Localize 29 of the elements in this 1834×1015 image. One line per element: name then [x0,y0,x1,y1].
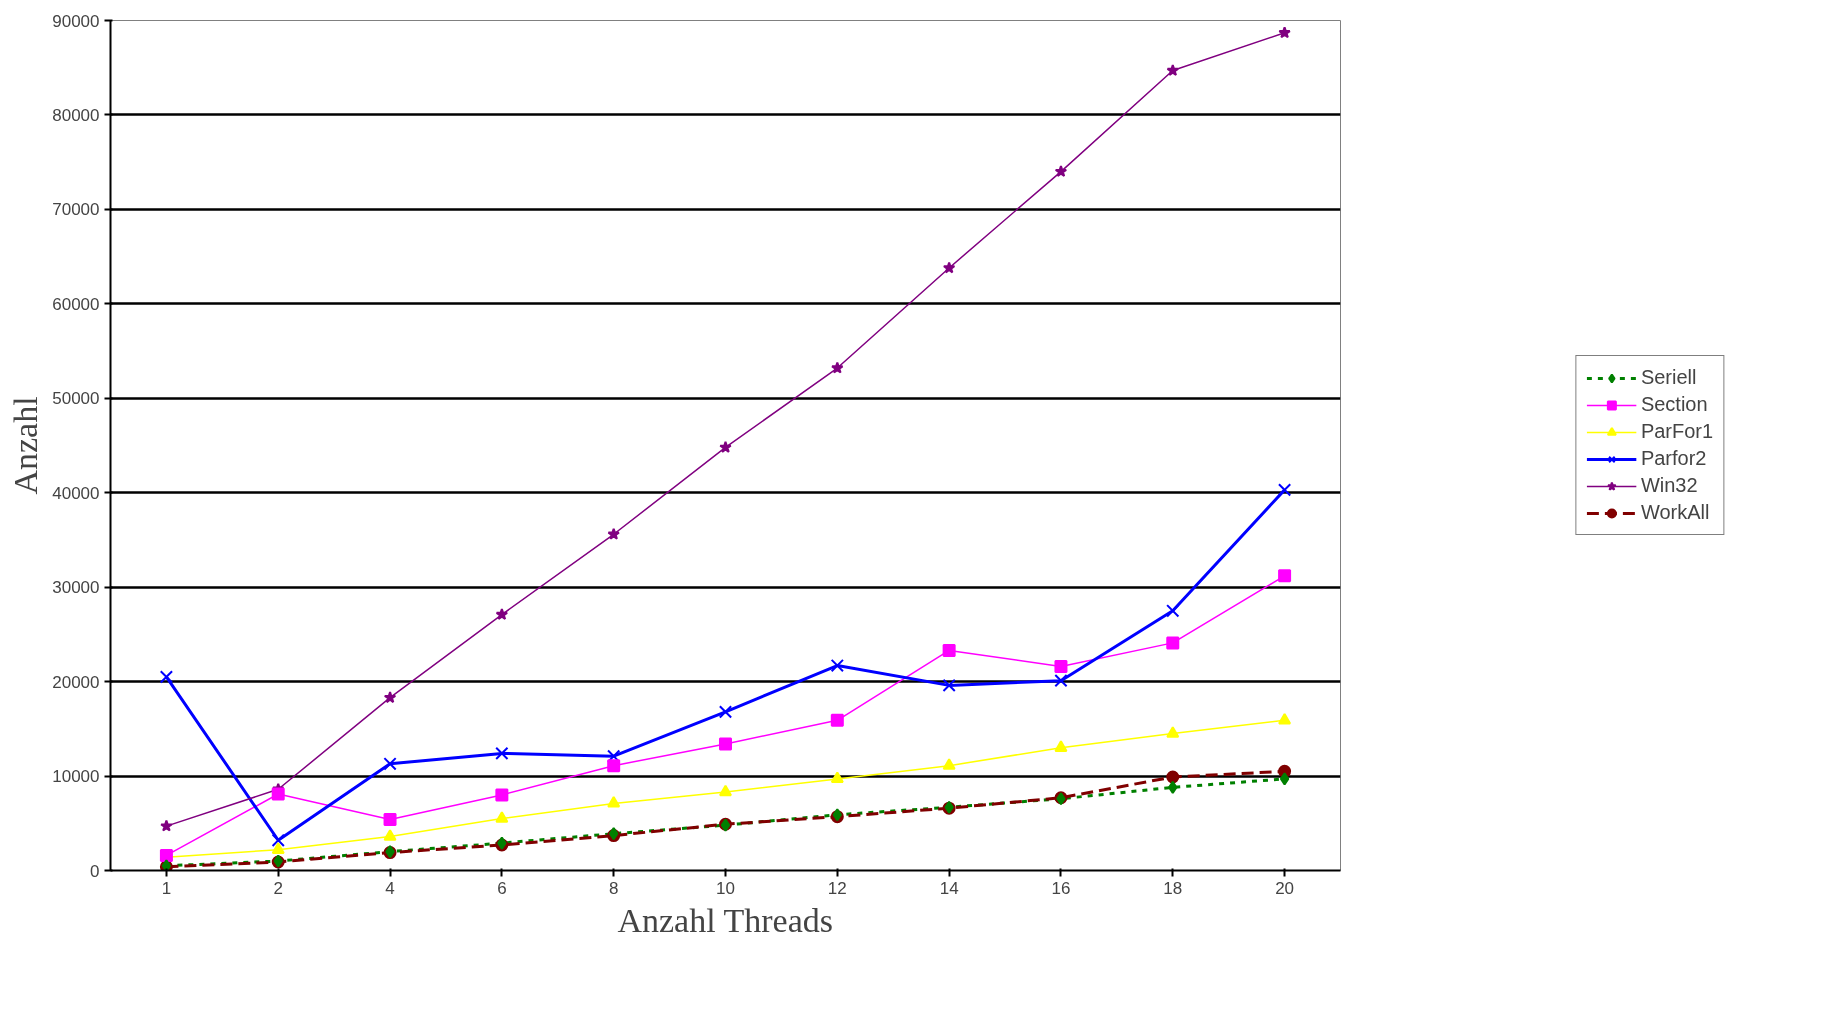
y-tick-label: 40000 [52,483,100,503]
legend-label: Section [1640,393,1708,416]
y-tick-label: 50000 [52,389,100,409]
x-axis-title: Anzahl Threads [617,901,833,939]
legend-label: Seriell [1640,366,1697,389]
x-tick-label: 2 [273,878,283,898]
y-tick-label: 70000 [52,200,100,220]
x-tick-label: 16 [1051,878,1071,898]
y-tick-label: 20000 [52,672,100,692]
y-tick-label: 90000 [52,11,100,31]
y-tick-label: 10000 [52,767,100,787]
y-tick-label: 30000 [52,578,100,598]
y-tick-label: 0 [90,861,100,881]
x-tick-label: 10 [716,878,735,898]
x-tick-label: 6 [497,878,507,898]
x-tick-label: 1 [161,878,172,898]
x-tick-label: 14 [939,878,959,898]
y-tick-label: 80000 [52,105,100,125]
x-tick-label: 18 [1163,878,1183,898]
legend-label: ParFor1 [1640,420,1714,443]
legend-label: Parfor2 [1640,447,1707,470]
y-tick-label: 60000 [52,294,100,314]
legend-label: Win32 [1640,474,1698,497]
x-tick-label: 12 [827,878,847,898]
legend-label: WorkAll [1640,501,1710,524]
x-tick-label: 20 [1275,878,1295,898]
x-tick-label: 4 [385,878,395,898]
x-tick-label: 8 [608,878,619,898]
y-axis-title: Anzahl [7,396,45,495]
